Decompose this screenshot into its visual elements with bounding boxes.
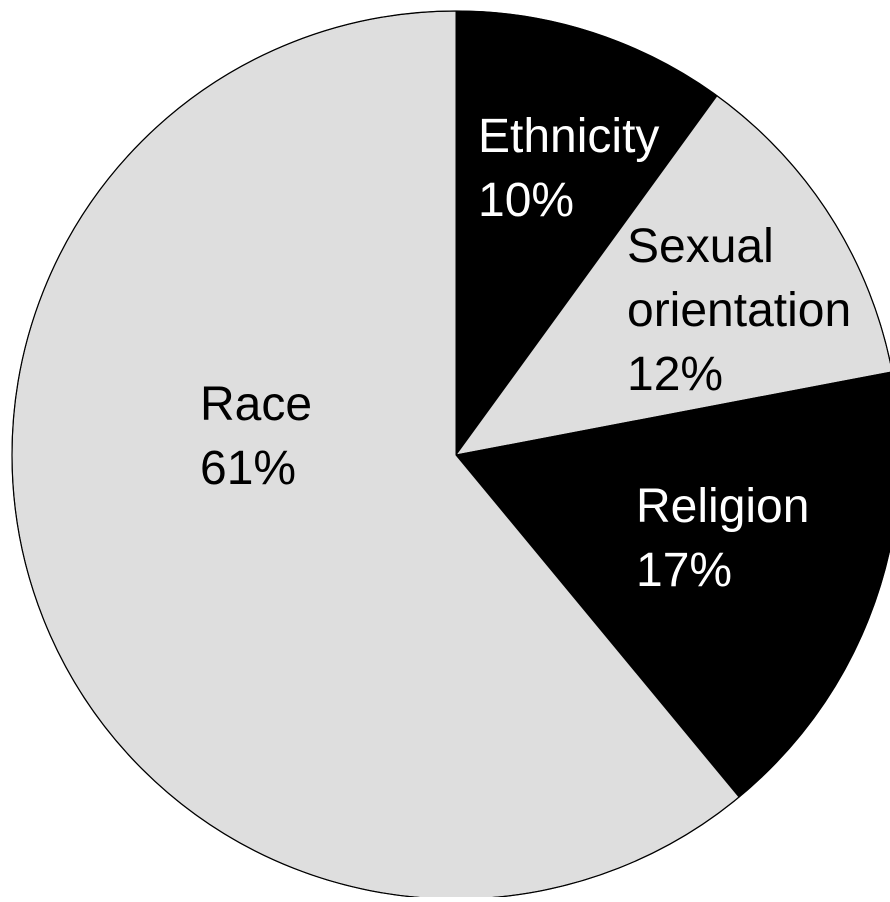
slice-value-label: 61% bbox=[200, 442, 296, 495]
pie-labels: Ethnicity 10% Sexual orientation 12% Religion… bbox=[200, 110, 851, 597]
slice-value-label: 10% bbox=[478, 174, 574, 227]
slice-value-label: 17% bbox=[636, 544, 732, 597]
pie-label-race: Race 61% bbox=[200, 378, 312, 495]
slice-value-label: 12% bbox=[627, 348, 723, 401]
pie-label-sexual-orientation: Sexual orientation 12% bbox=[627, 220, 851, 401]
pie-label-religion: Religion 17% bbox=[636, 480, 809, 597]
slice-category-label: Race bbox=[200, 378, 312, 431]
slice-category-label: Religion bbox=[636, 480, 809, 533]
slice-category-label: Sexual bbox=[627, 220, 774, 273]
pie-label-ethnicity: Ethnicity 10% bbox=[478, 110, 659, 227]
pie-slices bbox=[11, 10, 890, 900]
slice-category-label: orientation bbox=[627, 284, 851, 337]
slice-category-label: Ethnicity bbox=[478, 110, 659, 163]
